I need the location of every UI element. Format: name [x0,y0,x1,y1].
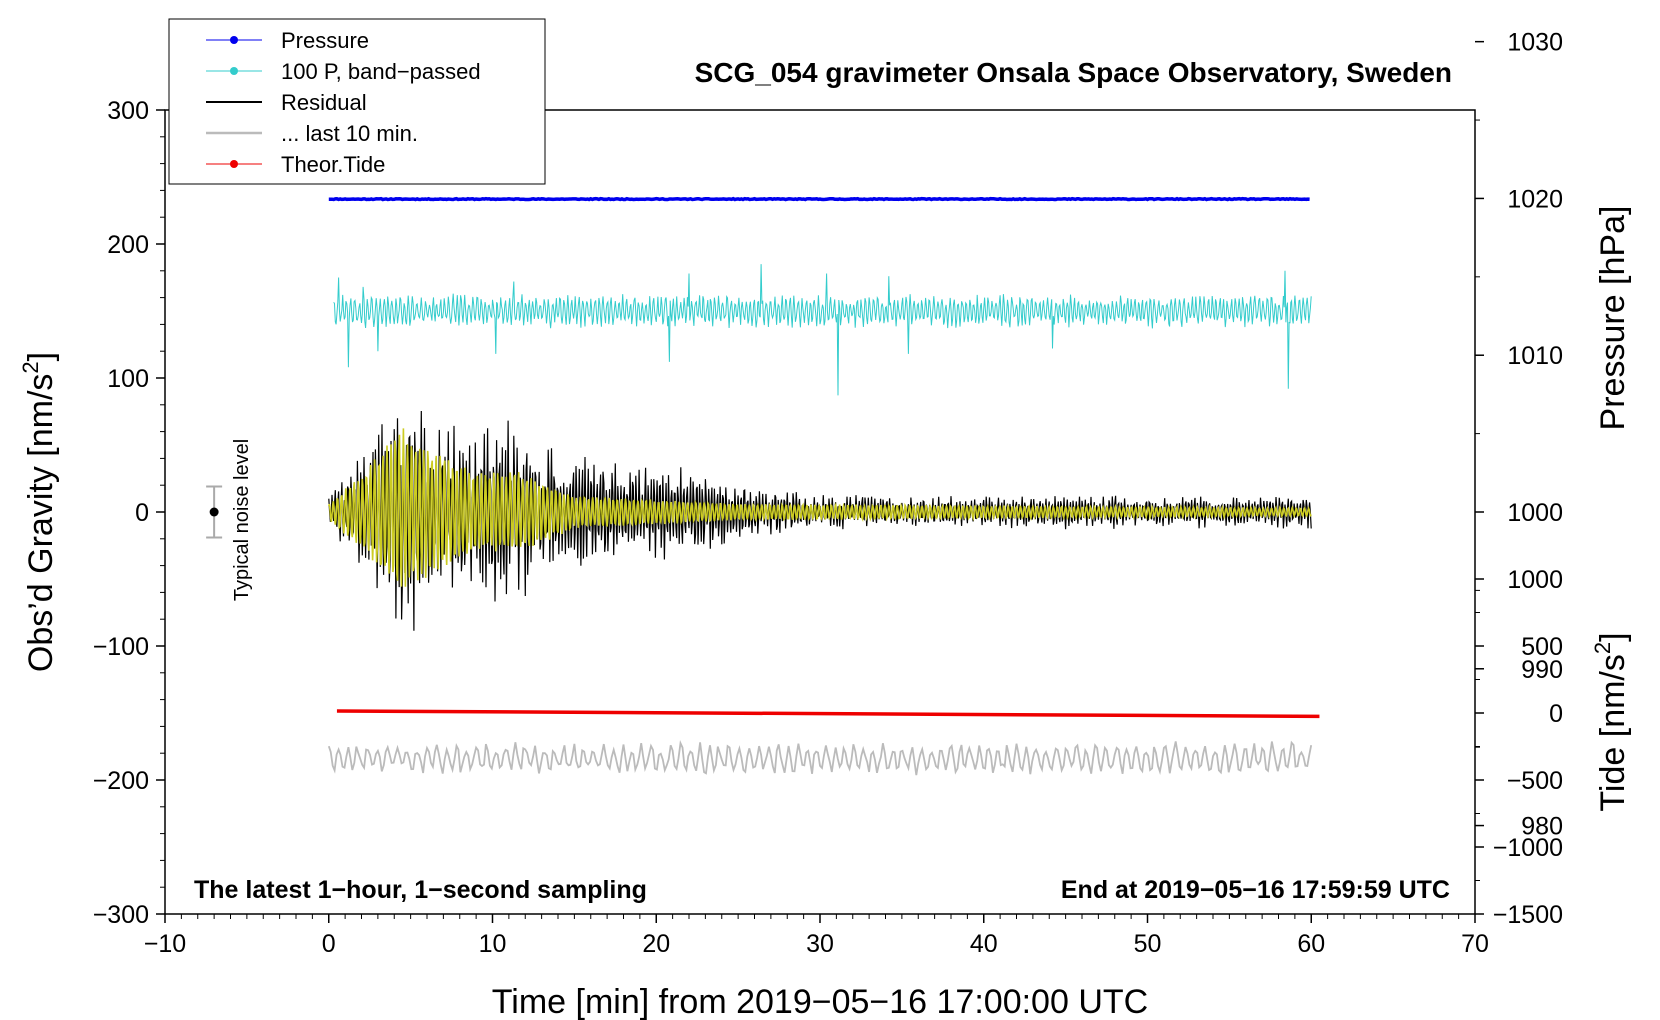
series-last-10-min-line [327,740,1313,776]
pressure-tick-label: 1000 [1507,499,1563,527]
legend-label: 100 P, band−passed [281,59,481,84]
corner-right-text: End at 2019−05−16 17:59:59 UTC [1061,876,1450,904]
y-tick-label: −300 [93,901,149,929]
legend-box [168,18,546,185]
x-tick-label: 40 [970,930,998,958]
legend-label: ... last 10 min. [281,121,418,146]
tide-tick-label: −1500 [1493,901,1563,929]
tide-tick-label: 500 [1521,633,1563,661]
x-axis-title: Time [min] from 2019−05−16 17:00:00 UTC [492,983,1148,1020]
legend-marker [230,67,238,75]
tide-tick-label: −500 [1507,767,1563,795]
x-tick-label: 20 [642,930,670,958]
x-axis: −10 0 10 20 30 40 50 60 70 [144,914,1489,958]
x-tick-label: 10 [479,930,507,958]
tide-title-end: ] [1594,632,1632,641]
legend-marker [230,36,238,44]
series-bandpassed-pressure-line [333,264,1312,396]
pressure-tick-label: 1020 [1507,185,1563,213]
x-tick-label: 30 [806,930,834,958]
left-y-title-end: ] [22,352,60,361]
pressure-tick-label: 1010 [1507,342,1563,370]
pressure-axis-title: Pressure [hPa] [1594,206,1632,431]
tide-tick-label: −1000 [1493,834,1563,862]
y-tick-label: 200 [107,231,149,259]
y-tick-label: −100 [93,633,149,661]
legend: Pressure 100 P, band−passed Residual ... la… [168,18,546,185]
y-tick-label: 0 [135,499,149,527]
tide-axis: 1000 500 0 −500 −1000 −1500 [1475,566,1563,929]
y-tick-label: 300 [107,97,149,125]
legend-label: Residual [281,90,367,115]
series-theoretical-tide-line [336,709,1320,719]
x-tick-label: −10 [144,930,186,958]
legend-label: Theor.Tide [281,152,385,177]
series-pressure-line [328,196,1310,202]
left-y-axis: 300 200 100 0 −100 −200 −300 [93,97,165,929]
series-layer [327,196,1320,776]
left-y-title-sup: 2 [18,361,43,373]
left-y-axis-title: Obs’d Gravity [nm/s2] [18,352,60,672]
tide-title-sup: 2 [1590,642,1615,654]
y-tick-label: 100 [107,365,149,393]
tide-tick-label: 0 [1549,700,1563,728]
tide-axis-title: Tide [nm/s2] [1590,632,1632,811]
pressure-tick-label: 1030 [1507,29,1563,57]
pressure-tick-label: 990 [1521,656,1563,684]
corner-left-text: The latest 1−hour, 1−second sampling [194,876,647,904]
x-tick-label: 50 [1134,930,1162,958]
noise-label: Typical noise level [231,439,253,601]
legend-marker [230,160,238,168]
tide-title-main: Tide [nm/s [1594,654,1632,811]
legend-entries: Pressure 100 P, band−passed Residual ... la… [206,28,481,177]
pressure-axis: 1030 1020 1010 1000 990 980 [1475,29,1563,841]
tide-tick-label: 1000 [1507,566,1563,594]
x-tick-label: 60 [1297,930,1325,958]
x-tick-label: 0 [322,930,336,958]
noise-marker: Typical noise level [206,439,253,601]
noise-dot [209,507,219,517]
y-tick-label: −200 [93,767,149,795]
left-y-title-main: Obs’d Gravity [nm/s [22,374,60,673]
chart-title: SCG_054 gravimeter Onsala Space Observat… [695,57,1452,88]
pressure-tick-label: 980 [1521,813,1563,841]
legend-label: Pressure [281,28,369,53]
series-filtered-residual-line [328,428,1312,587]
x-tick-label: 70 [1461,930,1489,958]
